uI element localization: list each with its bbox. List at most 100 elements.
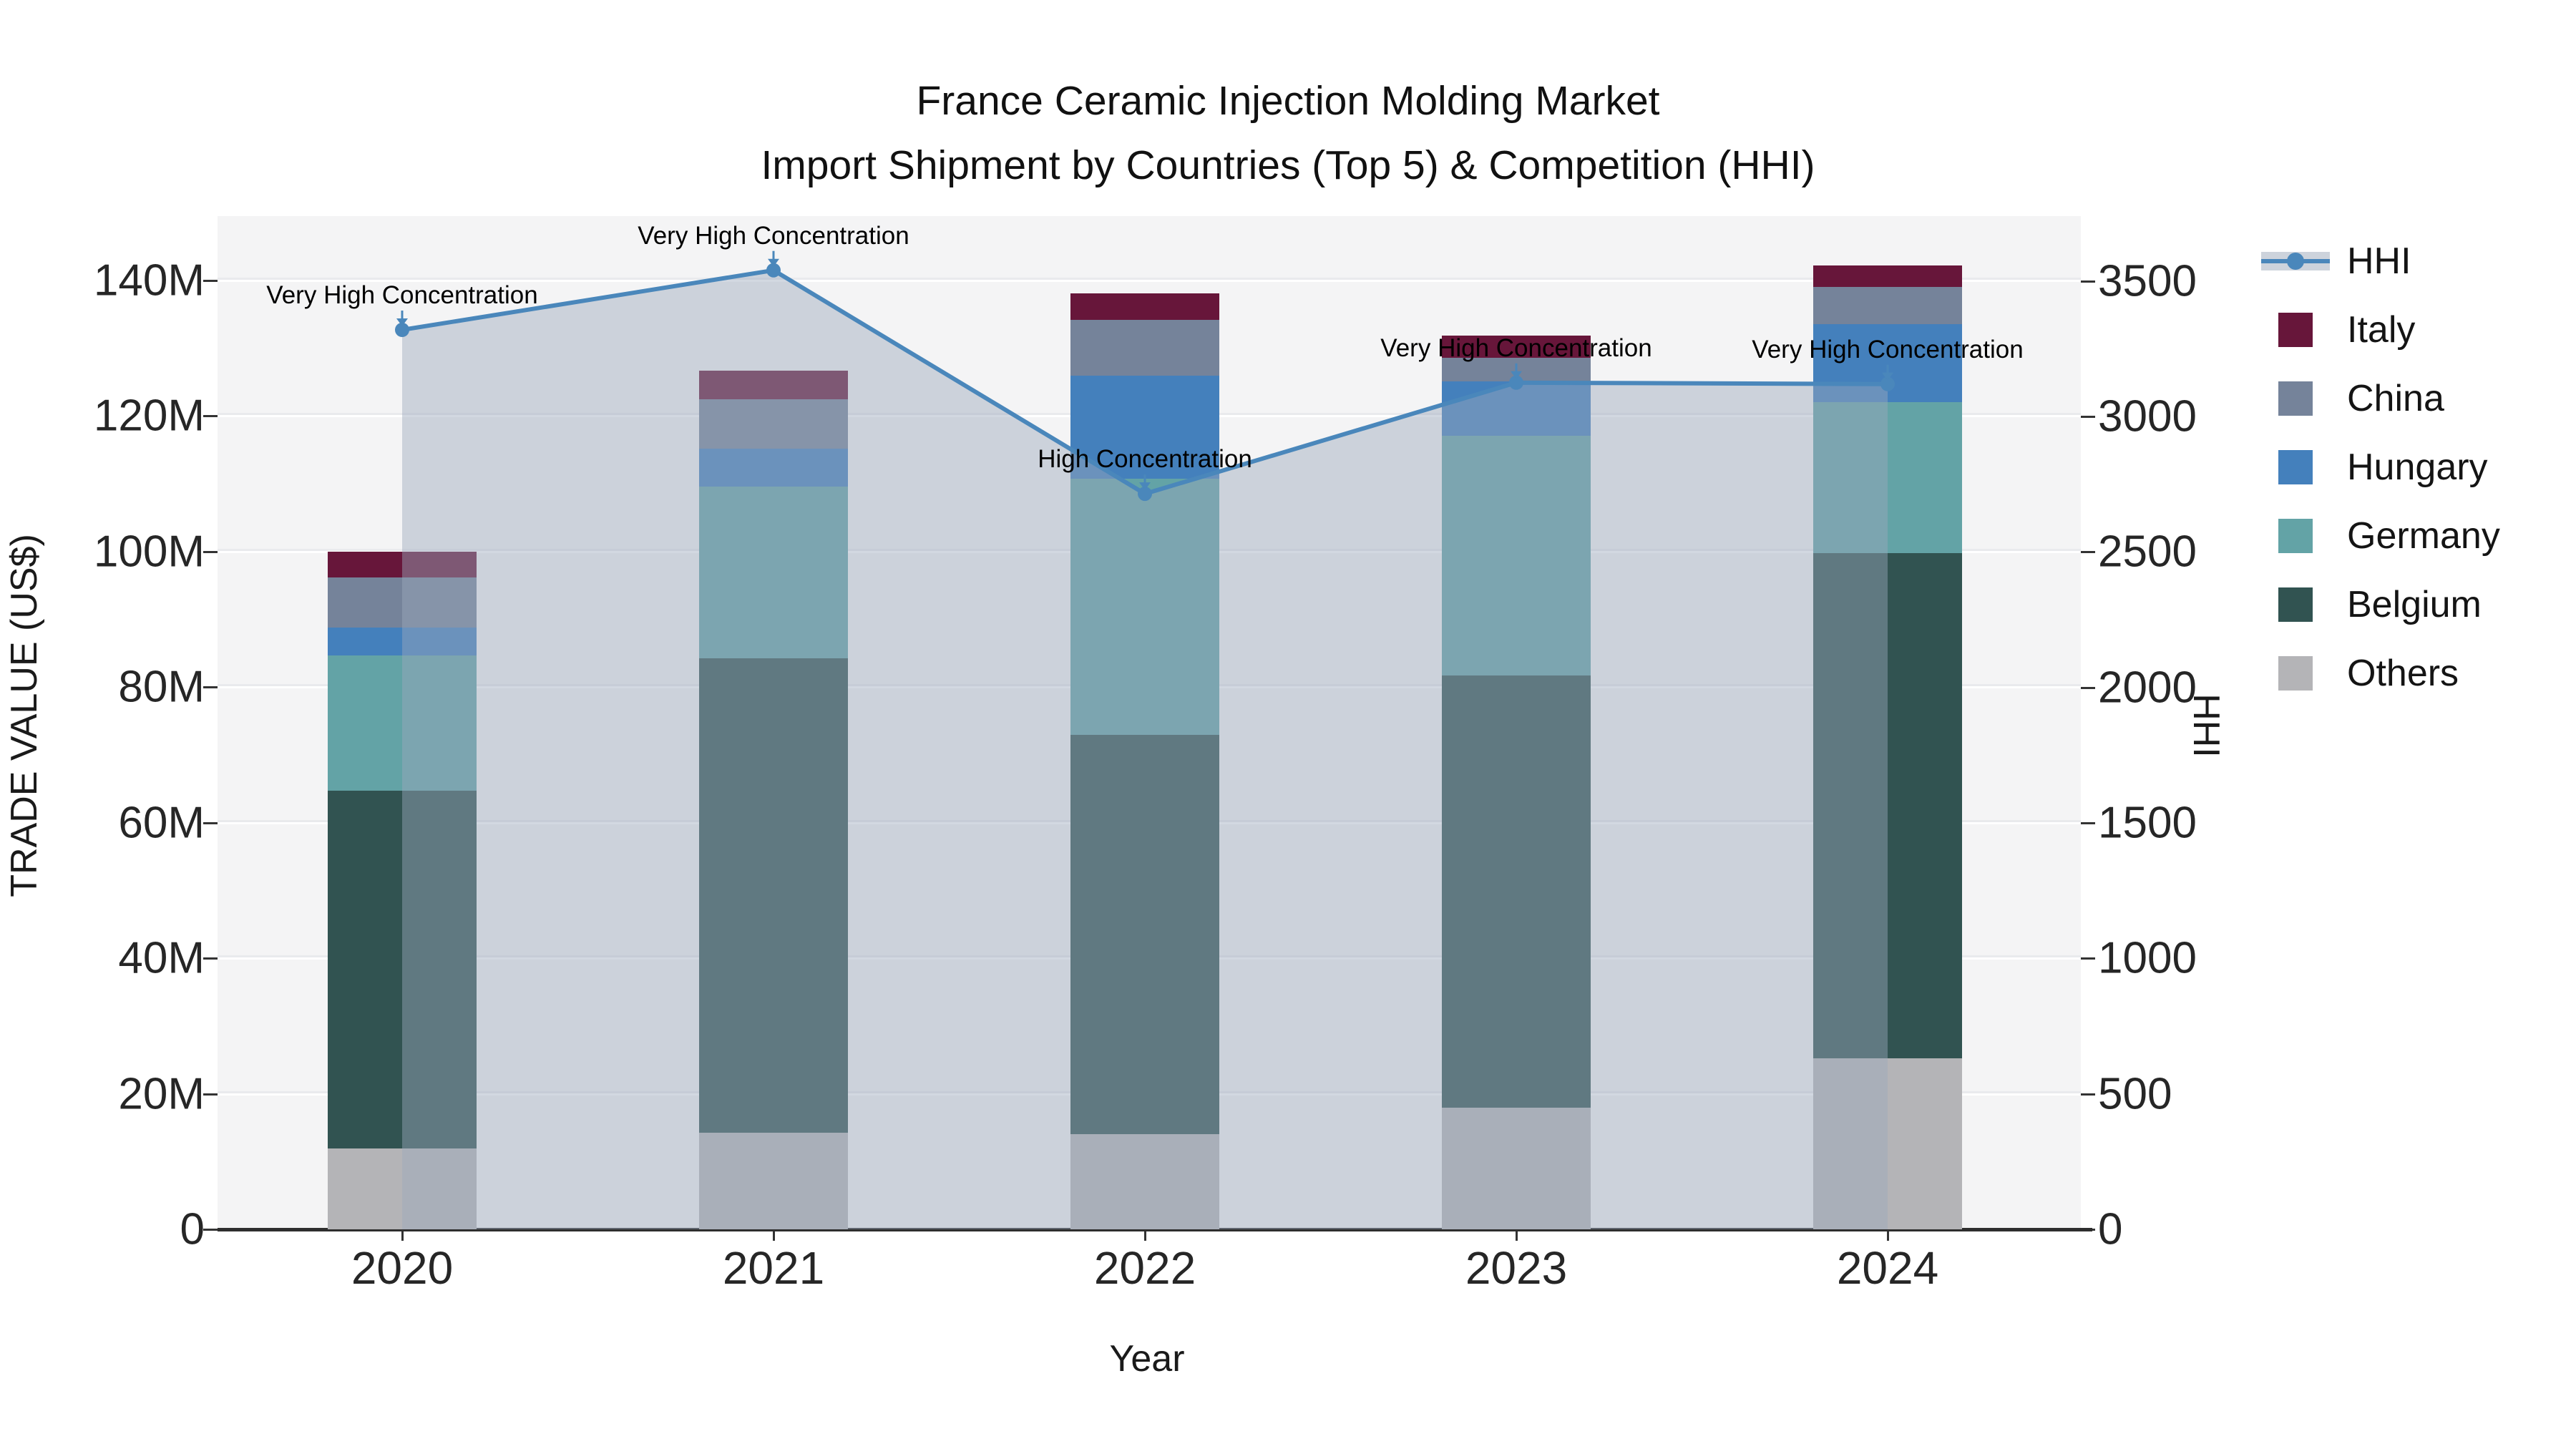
bar-segment-belgium-2023 (1442, 675, 1591, 1108)
y-tick-mark-left (203, 957, 218, 960)
legend-item-belgium: Belgium (2261, 570, 2569, 639)
hhi-marker-2022 (1138, 487, 1152, 502)
hhi-overlay (395, 250, 1895, 1229)
legend-sample (2261, 381, 2330, 416)
legend: HHI Italy China Hungary Germany Belgium Others (2261, 227, 2569, 708)
y-tick-label-right: 2500 (2098, 527, 2197, 577)
hhi-area-fill (402, 270, 1888, 1229)
y-tick-label-left: 0 (180, 1204, 205, 1254)
x-tick-mark (1144, 1229, 1146, 1241)
bar-segment-belgium-2022 (1070, 734, 1219, 1135)
legend-swatch-icon (2278, 656, 2313, 691)
legend-sample (2261, 656, 2330, 691)
bar-segment-germany-2021 (699, 486, 848, 658)
chart-title-block: France Ceramic Injection Molding Market … (0, 69, 2576, 197)
legend-item-italy: Italy (2261, 296, 2569, 364)
legend-item-others: Others (2261, 639, 2569, 708)
chart-subtitle: Import Shipment by Countries (Top 5) & C… (761, 142, 1815, 188)
x-tick-label-2021: 2021 (722, 1242, 825, 1294)
y-tick-mark-left (203, 686, 218, 689)
bar-segment-belgium-2024 (1813, 552, 1962, 1059)
hhi-line-sample-icon (2261, 252, 2330, 270)
y-tick-mark-left (203, 415, 218, 418)
bar-segment-germany-2020 (328, 655, 477, 791)
x-tick-label-2020: 2020 (351, 1242, 454, 1294)
bar-segment-hungary-2020 (328, 627, 477, 655)
bar-segment-germany-2022 (1070, 478, 1219, 735)
bar-segment-others-2024 (1813, 1058, 1962, 1229)
x-tick-mark (773, 1229, 775, 1241)
legend-swatch-icon (2278, 450, 2313, 484)
bar-segment-italy-2020 (328, 551, 477, 577)
hhi-marker-2023 (1509, 375, 1523, 390)
legend-sample (2261, 450, 2330, 484)
hhi-marker-icon (2287, 253, 2304, 270)
bar-segment-italy-2021 (699, 370, 848, 399)
legend-sample (2261, 519, 2330, 553)
x-tick-label-2023: 2023 (1465, 1242, 1568, 1294)
y-tick-mark-left (203, 279, 218, 282)
x-tick-label-2022: 2022 (1093, 1242, 1196, 1294)
bar-segment-belgium-2020 (328, 791, 477, 1149)
annotation-arrowhead-icon (1882, 372, 1893, 381)
annotation-label-2020: Very High Concentration (266, 281, 538, 310)
y-tick-label-right: 500 (2098, 1069, 2172, 1119)
y-axis-right-title: HHI (2185, 693, 2227, 758)
x-tick-mark (401, 1229, 404, 1241)
annotation-label-2022: High Concentration (1038, 445, 1252, 474)
bar-segment-china-2021 (699, 399, 848, 449)
bar-segment-italy-2023 (1442, 335, 1591, 358)
bar-segment-hungary-2023 (1442, 381, 1591, 436)
legend-label: Italy (2347, 309, 2416, 351)
bar-segment-belgium-2021 (699, 658, 848, 1133)
y-tick-label-right: 3500 (2098, 256, 2197, 306)
legend-item-germany: Germany (2261, 502, 2569, 570)
legend-label: HHI (2347, 240, 2411, 282)
y-tick-label-right: 1500 (2098, 798, 2197, 848)
annotation-label-2023: Very High Concentration (1380, 333, 1652, 362)
gridline (218, 279, 2081, 282)
legend-sample (2261, 313, 2330, 347)
bar-segment-others-2022 (1070, 1134, 1219, 1229)
bar-segment-others-2020 (328, 1148, 477, 1229)
legend-item-china: China (2261, 364, 2569, 433)
y-tick-mark-right (2081, 416, 2095, 419)
annotation-label-2024: Very High Concentration (1752, 335, 2024, 364)
bar-segment-hungary-2021 (699, 448, 848, 487)
y-tick-label-left: 60M (118, 798, 205, 848)
legend-item-hhi: HHI (2261, 227, 2569, 296)
y-tick-label-right: 2000 (2098, 663, 2197, 713)
legend-sample (2261, 252, 2330, 270)
hhi-marker-2021 (766, 263, 781, 278)
y-axis-left-title: TRADE VALUE (US$) (4, 534, 45, 897)
y-tick-mark-right (2081, 280, 2095, 283)
annotation-arrowhead-icon (396, 318, 408, 326)
y-tick-label-left: 100M (93, 527, 205, 577)
y-tick-label-left: 40M (118, 933, 205, 983)
y-tick-label-right: 3000 (2098, 391, 2197, 441)
bar-segment-italy-2024 (1813, 265, 1962, 288)
x-axis-spine (218, 1228, 2092, 1231)
y-tick-label-left: 80M (118, 662, 205, 712)
legend-swatch-icon (2278, 313, 2313, 347)
bar-segment-china-2022 (1070, 319, 1219, 376)
y-tick-mark-right (2081, 822, 2095, 825)
y-tick-label-left: 120M (93, 391, 205, 441)
legend-label: Hungary (2347, 447, 2488, 488)
legend-swatch-icon (2278, 519, 2313, 553)
legend-sample (2261, 587, 2330, 622)
legend-label: Germany (2347, 515, 2500, 557)
y-tick-label-right: 0 (2098, 1204, 2123, 1254)
hhi-marker-2024 (1880, 376, 1895, 391)
bar-segment-germany-2024 (1813, 401, 1962, 553)
y-tick-label-left: 140M (93, 255, 205, 306)
legend-swatch-icon (2278, 381, 2313, 416)
legend-label: Belgium (2347, 584, 2482, 625)
x-tick-mark (1516, 1229, 1518, 1241)
y-tick-mark-left (203, 821, 218, 824)
x-tick-mark (1887, 1229, 1889, 1241)
annotation-arrowhead-icon (768, 258, 779, 267)
y-tick-mark-right (2081, 957, 2095, 960)
annotation-label-2021: Very High Concentration (638, 221, 909, 250)
